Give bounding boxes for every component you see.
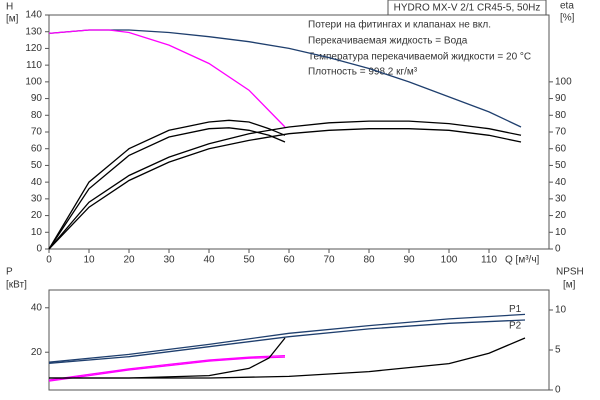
x-tick-label: 0 xyxy=(46,255,52,266)
x-tick-label: 30 xyxy=(163,255,175,266)
y-tick-label: 110 xyxy=(26,60,42,71)
y-tick-label: 120 xyxy=(25,43,42,54)
y-tick-label: 10 xyxy=(31,227,43,238)
y2-unit: [м] xyxy=(563,280,576,291)
curve xyxy=(48,313,526,363)
y-tick-label: 130 xyxy=(25,26,42,37)
y-tick-label: 100 xyxy=(25,76,42,87)
x-label: Q [м³/ч] xyxy=(505,255,540,266)
y2-unit: [%] xyxy=(560,13,575,24)
curve xyxy=(48,127,286,250)
x-tick-label: 80 xyxy=(363,255,375,266)
curve-label: P2 xyxy=(509,321,522,332)
y2-tick-label: 60 xyxy=(555,143,567,154)
y2-tick-label: 10 xyxy=(555,305,567,316)
annotation: Перекачиваемая жидкость = Вода xyxy=(308,36,468,47)
y-tick-label: 90 xyxy=(31,93,43,104)
x-tick-label: 10 xyxy=(83,255,95,266)
y2-label: NPSH xyxy=(556,267,584,278)
y-tick-label: 40 xyxy=(31,302,43,313)
y-tick-label: 0 xyxy=(36,244,42,255)
annotation: Потери на фитингах и клапанах не вкл. xyxy=(308,19,491,31)
y-tick-label: 70 xyxy=(31,127,43,138)
annotation: Плотность = 998.2 кг/м³ xyxy=(308,67,418,78)
y2-tick-label: 50 xyxy=(555,160,567,171)
y2-tick-label: 40 xyxy=(555,177,567,188)
y2-tick-label: 30 xyxy=(555,193,567,204)
y-tick-label: 40 xyxy=(31,177,43,188)
curve xyxy=(48,120,522,250)
curve xyxy=(49,337,526,379)
y2-label: eta xyxy=(560,1,574,12)
curve xyxy=(48,128,522,250)
x-tick-label: 100 xyxy=(441,255,458,266)
y2-tick-label: 80 xyxy=(555,110,567,121)
y-label: P xyxy=(6,267,13,278)
curve-label: P1 xyxy=(509,304,522,315)
annotation: Температура перекачиваемой жидкости = 20… xyxy=(308,52,531,63)
x-tick-label: 90 xyxy=(403,255,415,266)
y-tick-label: 20 xyxy=(31,347,43,358)
y2-tick-label: 0 xyxy=(555,244,561,255)
y-tick-label: 20 xyxy=(31,210,43,221)
y-tick-label: 80 xyxy=(31,110,43,121)
curve xyxy=(48,356,286,382)
y2-tick-label: 100 xyxy=(555,76,572,87)
curve xyxy=(48,354,286,381)
x-tick-label: 40 xyxy=(203,255,215,266)
y2-tick-label: 0 xyxy=(555,385,561,396)
y2-tick-label: 90 xyxy=(555,93,567,104)
y-unit: [м] xyxy=(6,14,19,25)
y2-tick-label: 5 xyxy=(555,345,561,356)
y2-tick-label: 10 xyxy=(555,227,567,238)
curve xyxy=(48,319,526,364)
plot-frame xyxy=(48,289,550,391)
chart-title: HYDRO MX-V 2/1 CR45-5, 50Hz xyxy=(394,3,541,14)
x-tick-label: 60 xyxy=(283,255,295,266)
x-tick-label: 110 xyxy=(481,255,497,266)
y-label: H xyxy=(6,2,13,13)
y-tick-label: 50 xyxy=(31,160,43,171)
y2-tick-label: 20 xyxy=(555,210,567,221)
y-tick-label: 30 xyxy=(31,193,43,204)
x-tick-label: 20 xyxy=(123,255,135,266)
y-unit: [кВт] xyxy=(6,280,27,291)
y2-tick-label: 70 xyxy=(555,127,567,138)
curve xyxy=(48,119,286,250)
curve xyxy=(48,29,286,128)
x-tick-label: 70 xyxy=(323,255,335,266)
y-tick-label: 140 xyxy=(25,10,42,21)
x-tick-label: 50 xyxy=(243,255,255,266)
curve xyxy=(48,29,522,128)
y-tick-label: 60 xyxy=(31,143,43,154)
